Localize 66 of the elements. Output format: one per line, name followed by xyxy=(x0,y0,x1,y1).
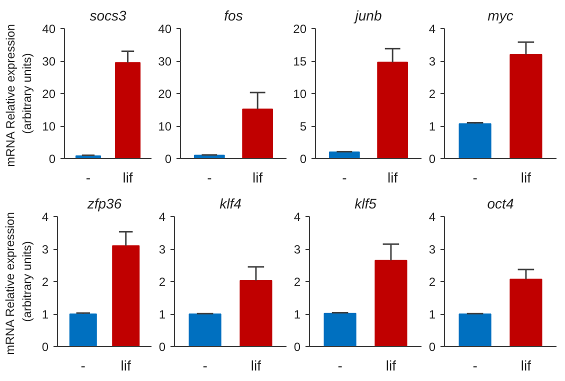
chart-title: myc xyxy=(488,8,514,24)
y-tick-label: 3 xyxy=(294,242,301,256)
y-tick-label: 0 xyxy=(42,340,49,354)
x-tick-label: lif xyxy=(120,358,132,374)
y-tick-label: 40 xyxy=(158,22,172,36)
y-tick-label: 5 xyxy=(300,120,307,134)
chart-title: socs3 xyxy=(90,8,126,24)
y-axis-title: mRNA Relative expression (arbitrary units) xyxy=(3,24,34,167)
x-tick-label: lif xyxy=(122,170,133,186)
y-tick-label: 20 xyxy=(42,87,56,101)
y-tick-label: 3 xyxy=(158,242,166,256)
y-tick-label: 0 xyxy=(300,152,307,166)
x-tick-label: - xyxy=(86,170,91,186)
x-tick-label: - xyxy=(202,358,208,374)
y-tick-label: 10 xyxy=(158,120,172,134)
y-tick-label: 20 xyxy=(158,87,172,101)
x-tick-label: - xyxy=(342,170,348,186)
y-tick-label: 2 xyxy=(42,275,49,289)
y-tick-label: 0 xyxy=(48,152,56,166)
y-tick-label: 0 xyxy=(428,340,436,354)
y-tick-label: 1 xyxy=(294,308,301,322)
y-tick-label: 4 xyxy=(42,210,49,224)
y-tick-label: 4 xyxy=(158,210,166,224)
y-tick-label: 1 xyxy=(42,308,49,322)
y-tick-label: 4 xyxy=(294,210,301,224)
y-tick-label: 1 xyxy=(158,308,166,322)
y-tick-label: 10 xyxy=(293,87,307,101)
y-tick-label: 1 xyxy=(428,120,436,134)
y-tick-label: 3 xyxy=(428,242,436,256)
y-tick-label: 4 xyxy=(428,22,436,36)
y-tick-label: 0 xyxy=(294,340,301,354)
y-tick-label: 0 xyxy=(158,340,166,354)
chart-title: klf5 xyxy=(354,196,377,212)
x-tick-label: lif xyxy=(520,170,532,186)
y-tick-label: 3 xyxy=(428,54,436,68)
y-tick-label: 2 xyxy=(428,275,436,289)
y-tick-label: 4 xyxy=(428,210,436,224)
y-tick-label: 10 xyxy=(42,120,56,134)
x-tick-label: lif xyxy=(252,170,263,186)
y-tick-label: 0 xyxy=(164,152,172,166)
x-tick-label: lif xyxy=(388,170,398,186)
y-tick-label: 20 xyxy=(293,22,307,36)
chart-title: fos xyxy=(224,8,243,24)
chart-title: zfp36 xyxy=(86,196,122,212)
x-tick-label: - xyxy=(472,170,478,186)
y-tick-label: 2 xyxy=(428,87,436,101)
y-tick-label: 0 xyxy=(428,152,436,166)
y-axis-title: mRNA Relative expression (arbitrary units) xyxy=(3,212,34,355)
chart-title: klf4 xyxy=(220,196,242,212)
y-tick-label: 2 xyxy=(294,275,301,289)
y-tick-label: 15 xyxy=(293,54,307,68)
y-tick-label: 30 xyxy=(42,54,56,68)
y-tick-label: 3 xyxy=(42,242,49,256)
x-tick-label: lif xyxy=(250,358,262,374)
x-tick-label: - xyxy=(80,358,86,374)
chart-title: junb xyxy=(353,8,382,24)
y-tick-label: 40 xyxy=(42,22,56,36)
x-tick-label: - xyxy=(207,170,212,186)
x-tick-label: lif xyxy=(520,358,532,374)
x-tick-label: - xyxy=(472,358,478,374)
y-tick-label: 1 xyxy=(428,308,436,322)
y-tick-label: 2 xyxy=(158,275,166,289)
y-tick-label: 30 xyxy=(158,54,172,68)
x-tick-label: lif xyxy=(386,358,396,374)
chart-title: oct4 xyxy=(487,196,514,212)
x-tick-label: - xyxy=(338,358,343,374)
